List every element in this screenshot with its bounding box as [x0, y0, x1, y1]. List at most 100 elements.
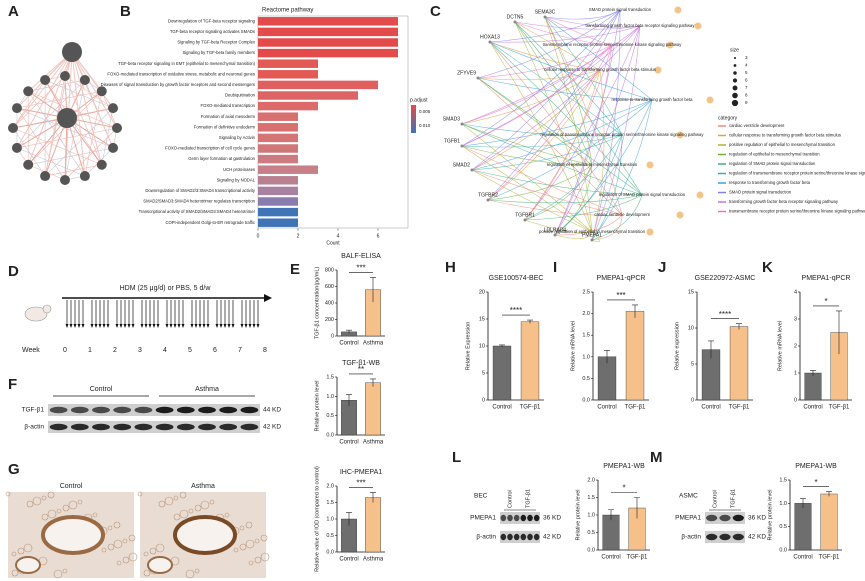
gene-node: [470, 168, 474, 172]
network-edge: [487, 9, 621, 201]
network-node: [108, 142, 119, 153]
network-edge: [489, 41, 623, 216]
dose-arrowhead: [198, 324, 202, 328]
mouse-icon: [24, 306, 48, 322]
blot-band: [513, 514, 520, 522]
blot-band: [155, 423, 174, 431]
network-edge: [591, 9, 621, 241]
lane-label: TGF-β1: [525, 489, 531, 508]
protein-label: β-actin: [476, 534, 496, 541]
network-edge: [64, 117, 68, 181]
error-bar: [836, 310, 842, 355]
y-axis-label: Relative protein level: [575, 489, 581, 540]
ihc-texture: [23, 543, 33, 553]
network-edge: [489, 41, 653, 101]
error-bar: [346, 394, 352, 406]
blot-band: [70, 423, 89, 431]
network-edge: [471, 169, 593, 233]
category-label: transmembrane receptor protein serine/th…: [729, 209, 865, 214]
term-node: [696, 191, 704, 199]
size-key: [732, 92, 738, 99]
ihc-texture: [194, 504, 202, 512]
mouse-head: [42, 304, 52, 314]
airway: [147, 556, 173, 574]
y-tick-label: 1.0: [326, 394, 334, 400]
size-label: 7: [745, 85, 748, 90]
x-tick-label: Control: [803, 405, 822, 411]
bar: [258, 176, 298, 185]
network-edge: [461, 25, 641, 125]
bar: [258, 123, 298, 132]
network-hub: [57, 108, 77, 128]
dose-arrowhead: [94, 324, 98, 328]
network-edge: [461, 69, 601, 125]
x-tick-label: TGF-β1: [729, 405, 750, 411]
ihc-texture: [5, 491, 11, 497]
y-tick-label: 0.0: [326, 549, 334, 555]
blot-band: [500, 514, 507, 522]
blot-band: [176, 406, 195, 414]
cell-label: BEC: [474, 493, 488, 500]
term-label: transmembrane receptor protein serine/th…: [543, 42, 683, 47]
network-edge: [554, 164, 593, 236]
panel-letter: M: [650, 449, 663, 466]
category-label: positive regulation of epithelial to mes…: [729, 142, 836, 147]
legend-title: p.adjust: [410, 97, 428, 103]
bar: [258, 133, 298, 143]
blot-band: [706, 514, 718, 522]
y-tick-label: 10: [479, 343, 485, 349]
bar: [258, 197, 298, 206]
term-label: cardiac ventricle development: [594, 212, 650, 217]
ihc-texture: [47, 509, 57, 519]
y-tick-label: 0.0: [582, 397, 590, 403]
ihc-texture: [254, 556, 262, 564]
term-label: Signaling by TGF-beta family members: [182, 50, 255, 55]
network-edge: [544, 16, 613, 46]
term-label: SMAD protein signal transduction: [589, 7, 652, 12]
network-node: [23, 86, 34, 97]
week-label: 1: [88, 347, 92, 354]
image-label: Asthma: [191, 483, 215, 490]
gene-label: DCTN5: [507, 14, 524, 20]
blot-band: [706, 533, 718, 541]
network-edge: [71, 51, 114, 149]
y-tick-label: 0: [482, 397, 485, 403]
lane-label: Control: [712, 490, 718, 508]
y-tick-label: 15: [688, 289, 694, 295]
error-bar: [632, 304, 638, 318]
network-edge: [524, 164, 593, 221]
dose-arrowhead: [215, 324, 219, 328]
bar: [258, 154, 298, 164]
dose-arrowhead: [98, 324, 102, 328]
chart-title: IHC-PMEPA1: [340, 469, 382, 476]
term-label: Transcriptional activity of SMAD2/SMAD3:…: [139, 209, 256, 214]
ihc-texture: [179, 491, 187, 499]
y-tick-label: 5: [482, 370, 485, 376]
blot-band: [113, 423, 132, 431]
network-edge: [12, 79, 46, 129]
term-label: response to transforming growth factor b…: [612, 97, 694, 102]
x-tick-label: Control: [793, 555, 812, 561]
network-node: [79, 74, 90, 85]
y-tick-label: 2.0: [587, 477, 595, 483]
blot-band: [219, 423, 238, 431]
ihc-texture: [122, 556, 130, 564]
term-label: FOXO-mediated transcription: [201, 103, 256, 108]
panel-letter: B: [120, 3, 131, 20]
x-tick-label: Asthma: [363, 341, 384, 347]
term-label: regulation of epithelial to mesenchymal …: [547, 162, 638, 167]
y-axis-label: Relative expression: [674, 322, 680, 370]
dose-arrowhead: [127, 324, 131, 328]
category-label: regulation of epithelial to mesenchymal …: [729, 152, 820, 157]
x-tick-label: Control: [339, 440, 358, 446]
bar: [258, 186, 298, 196]
term-label: Downregulation of SMAD2/3:SMAD4 transcri…: [145, 188, 256, 193]
network-edge: [71, 51, 103, 165]
dose-arrowhead: [244, 324, 248, 328]
blot-band: [719, 533, 731, 541]
error-bar: [810, 370, 816, 376]
network-node: [23, 159, 34, 170]
panel-letter: H: [445, 259, 456, 276]
ihc-texture: [245, 539, 255, 549]
network-edge: [591, 99, 653, 241]
